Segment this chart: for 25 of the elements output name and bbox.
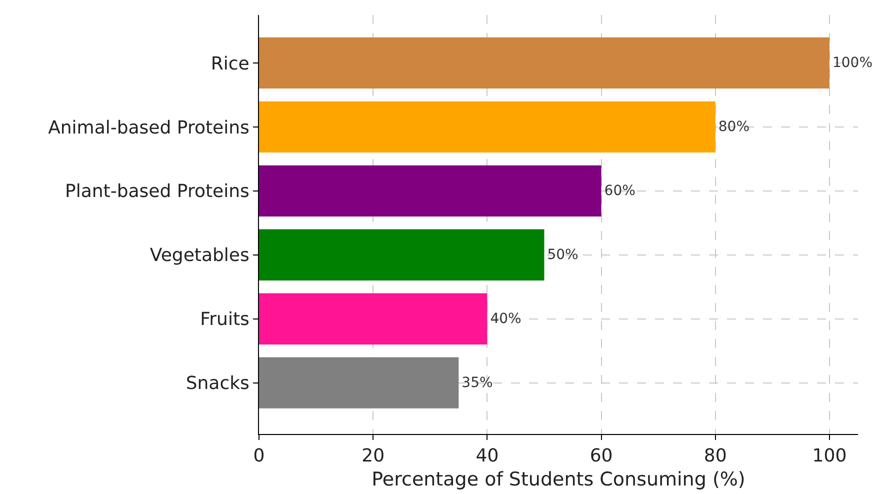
bar [259,37,830,89]
x-tick-label: 0 [253,446,265,467]
bar [259,101,716,153]
bar [259,357,459,408]
x-axis-title: Percentage of Students Consuming (%) [372,468,746,490]
bar [259,293,488,344]
y-tick-label: Animal-based Proteins [48,117,250,138]
y-tick-label: Fruits [200,309,250,330]
bar [259,229,544,280]
x-tick-label: 100 [812,446,847,467]
data-label: 100% [832,54,873,71]
y-tick-label: Snacks [186,373,250,394]
data-label: 60% [604,182,636,199]
data-label: 35% [462,374,493,391]
data-label: 50% [547,246,578,263]
x-tick-label: 60 [590,446,613,467]
x-tick-label: 80 [704,446,727,467]
bar [259,165,602,216]
y-tick-label: Rice [210,53,250,74]
y-tick-label: Plant-based Proteins [65,181,250,202]
y-tick-label: Vegetables [150,245,250,266]
data-label: 80% [718,118,750,135]
data-label: 40% [490,310,522,327]
x-tick-label: 20 [362,446,385,467]
x-tick-label: 40 [476,446,499,467]
